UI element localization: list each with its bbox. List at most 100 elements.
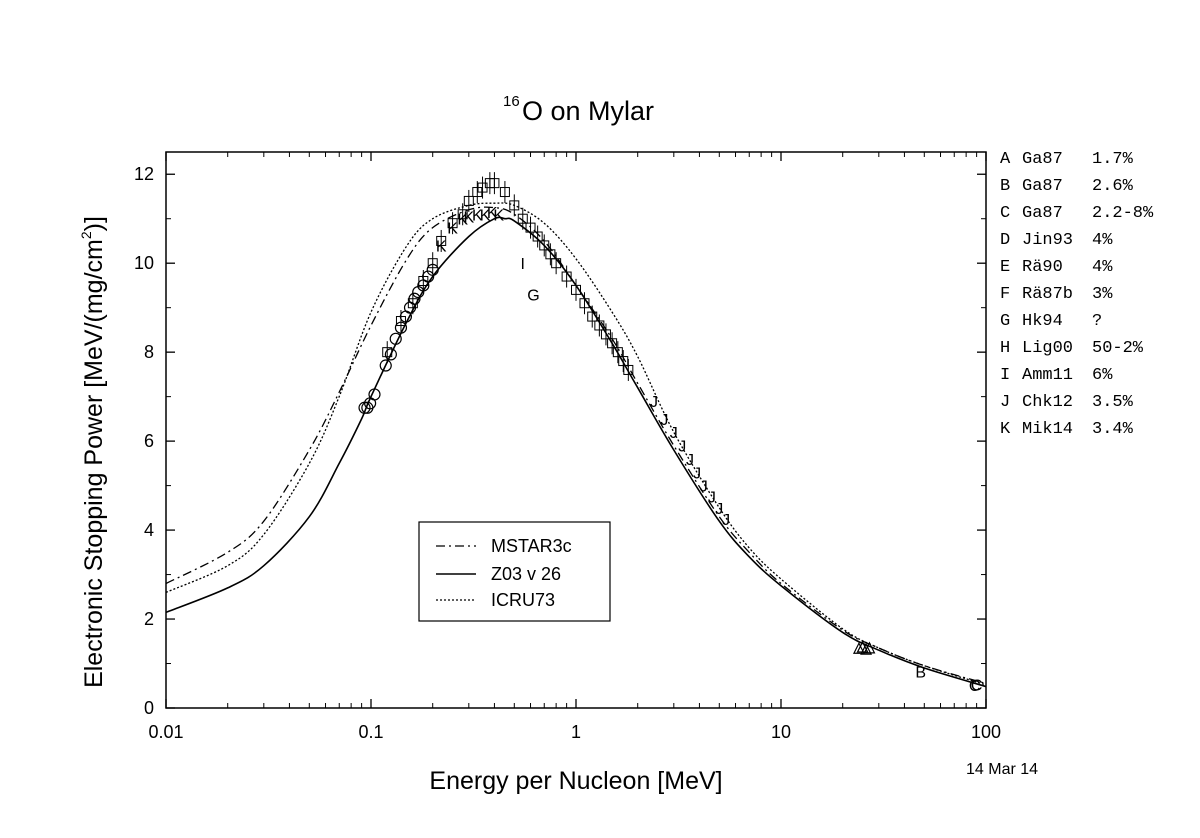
data-point-j: J bbox=[686, 452, 694, 469]
data-point-a bbox=[863, 641, 876, 654]
data-point-h bbox=[594, 314, 605, 337]
square-marker bbox=[532, 231, 543, 242]
data-point-d bbox=[368, 388, 381, 401]
reference-entry: B Ga87 2.6% bbox=[1000, 177, 1134, 196]
legend-label-mstar: MSTAR3c bbox=[491, 536, 572, 556]
reference-letter: A bbox=[1000, 150, 1011, 169]
data-point-c: C bbox=[969, 678, 981, 695]
reference-letter: D bbox=[1000, 231, 1010, 250]
reference-uncertainty: 4% bbox=[1092, 258, 1113, 277]
reference-source: Chk12 bbox=[1022, 393, 1073, 412]
square-marker bbox=[623, 364, 634, 375]
data-point-h bbox=[545, 243, 556, 266]
data-point-h bbox=[463, 189, 474, 212]
reference-letter: E bbox=[1000, 258, 1010, 277]
reference-entry: K Mik14 3.4% bbox=[1000, 420, 1134, 439]
reference-letter: H bbox=[1000, 339, 1010, 358]
x-tick-label: 0.01 bbox=[148, 722, 183, 742]
data-point-h bbox=[447, 212, 458, 235]
data-point-h bbox=[499, 181, 510, 204]
data-point-h bbox=[623, 358, 634, 381]
reference-letter: C bbox=[1000, 204, 1010, 223]
reference-uncertainty: 3.4% bbox=[1092, 420, 1134, 439]
reference-uncertainty: 3% bbox=[1092, 285, 1113, 304]
y-tick-label: 2 bbox=[144, 609, 154, 629]
square-marker bbox=[539, 240, 550, 251]
reference-entry: D Jin93 4% bbox=[1000, 231, 1113, 250]
x-tick-label: 10 bbox=[771, 722, 791, 742]
reference-letter: K bbox=[1000, 420, 1011, 439]
data-point-i: I bbox=[521, 256, 525, 273]
reference-uncertainty: 3.5% bbox=[1092, 393, 1134, 412]
square-marker bbox=[463, 195, 474, 206]
reference-uncertainty: 6% bbox=[1092, 366, 1113, 385]
reference-source: Amm11 bbox=[1022, 366, 1073, 385]
data-point-h bbox=[457, 203, 468, 226]
chart-title: O on Mylar bbox=[522, 96, 654, 126]
data-point-h bbox=[517, 207, 528, 230]
y-tick-label: 10 bbox=[134, 253, 154, 273]
data-point-h bbox=[532, 225, 543, 248]
data-point-j: J bbox=[678, 439, 686, 456]
data-point-h bbox=[436, 229, 447, 252]
reference-entry: A Ga87 1.7% bbox=[1000, 150, 1134, 169]
data-point-h bbox=[561, 265, 572, 288]
square-marker bbox=[551, 258, 562, 269]
data-point-e bbox=[384, 348, 397, 361]
y-tick-label: 6 bbox=[144, 431, 154, 451]
data-point-k: K bbox=[463, 209, 474, 226]
reference-entry: J Chk12 3.5% bbox=[1000, 393, 1134, 412]
y-tick-label: 8 bbox=[144, 342, 154, 362]
reference-entry: F Rä87b 3% bbox=[1000, 285, 1113, 304]
square-marker bbox=[579, 298, 590, 309]
data-point-c: C bbox=[971, 677, 983, 694]
data-point-h bbox=[600, 323, 611, 346]
reference-source: Hk94 bbox=[1022, 312, 1063, 331]
legend-label-z03: Z03 v 26 bbox=[491, 564, 561, 584]
legend: MSTAR3c Z03 v 26 ICRU73 bbox=[418, 521, 611, 622]
data-point-k: K bbox=[447, 221, 458, 238]
reference-source: Rä87b bbox=[1022, 285, 1073, 304]
y-tick-label: 0 bbox=[144, 698, 154, 718]
data-point-k: K bbox=[436, 238, 447, 255]
data-point-h bbox=[395, 310, 406, 333]
data-point-j: J bbox=[693, 465, 701, 482]
data-point-j: J bbox=[650, 394, 658, 411]
reference-uncertainty: 4% bbox=[1092, 231, 1113, 250]
data-point-e bbox=[389, 332, 402, 345]
data-point-j: J bbox=[715, 501, 723, 518]
data-point-a bbox=[860, 642, 873, 655]
reference-source: Ga87 bbox=[1022, 204, 1063, 223]
square-marker bbox=[618, 356, 629, 367]
data-point-j: J bbox=[660, 412, 668, 429]
reference-entry: G Hk94? bbox=[1000, 312, 1102, 331]
reference-uncertainty: 2.6% bbox=[1092, 177, 1134, 196]
data-point-h bbox=[551, 252, 562, 275]
square-marker bbox=[427, 258, 438, 269]
x-axis-label: Energy per Nucleon [MeV] bbox=[429, 767, 722, 795]
reference-uncertainty: 1.7% bbox=[1092, 150, 1134, 169]
square-marker bbox=[395, 316, 406, 327]
data-point-j: J bbox=[670, 425, 678, 442]
svg-text:Electronic Stopping Power [MeV: Electronic Stopping Power [MeV/(mg/cm2)] bbox=[78, 216, 108, 688]
y-axis-label-superscript: 2 bbox=[78, 231, 94, 239]
square-marker bbox=[600, 329, 611, 340]
curve-z03-v-26 bbox=[165, 216, 987, 688]
square-marker bbox=[382, 347, 393, 358]
x-tick-label: 0.1 bbox=[358, 722, 383, 742]
x-tick-label: 1 bbox=[571, 722, 581, 742]
data-point-k: K bbox=[487, 205, 498, 222]
reference-entry: I Amm11 6% bbox=[1000, 366, 1113, 385]
data-point-b: B bbox=[915, 665, 926, 682]
data-point-h bbox=[489, 172, 500, 195]
axis-ticks: 0.01 0.1 1 10 100 0 2 4 6 8 10 12 bbox=[134, 152, 1001, 742]
data-point-k: K bbox=[480, 207, 491, 224]
reference-letter: I bbox=[1000, 366, 1010, 385]
data-point-k: K bbox=[472, 207, 483, 224]
curve-icru73 bbox=[165, 202, 987, 686]
reference-letter: F bbox=[1000, 285, 1010, 304]
data-point-h bbox=[579, 292, 590, 315]
data-point-h bbox=[509, 194, 520, 217]
data-point-e bbox=[379, 359, 392, 372]
square-marker bbox=[517, 213, 528, 224]
